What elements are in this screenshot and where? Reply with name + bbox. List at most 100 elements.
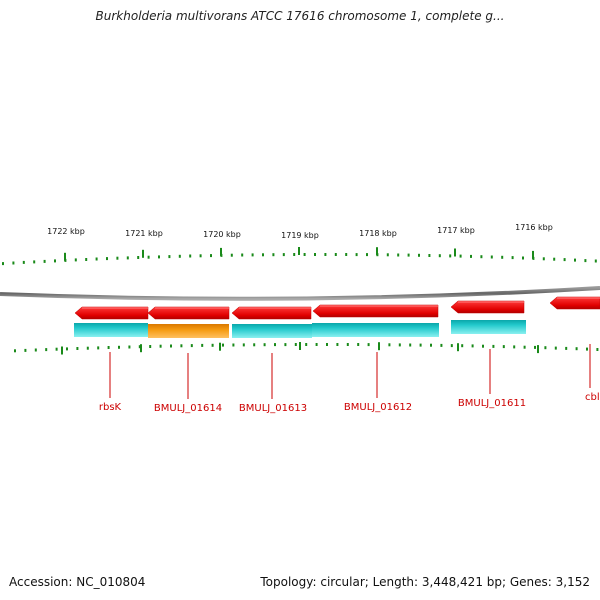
minor-tick (24, 348, 27, 352)
minor-tick (158, 255, 160, 259)
cds-bar[interactable] (232, 324, 312, 338)
minor-tick (294, 343, 297, 346)
gene-label[interactable]: BMULJ_01612 (344, 402, 412, 413)
minor-tick (470, 254, 472, 258)
scale-label: 1716 kbp (515, 223, 553, 232)
minor-tick (12, 261, 15, 265)
minor-tick (116, 256, 119, 260)
minor-tick (85, 258, 88, 261)
minor-tick (74, 258, 77, 262)
minor-tick (522, 256, 524, 260)
gene-arrow[interactable] (147, 306, 230, 320)
major-tick (64, 252, 66, 261)
accession-text: Accession: NC_010804 (9, 575, 146, 589)
minor-tick (201, 343, 204, 347)
gene-label[interactable]: BMULJ_01614 (154, 403, 222, 414)
minor-tick (43, 259, 46, 263)
minor-tick (419, 343, 422, 347)
minor-tick (440, 343, 443, 347)
cds-bar[interactable] (74, 323, 148, 337)
minor-tick (222, 343, 224, 347)
gene-arrow[interactable] (549, 296, 600, 310)
minor-tick (584, 259, 587, 263)
minor-tick (388, 343, 391, 347)
cds-features[interactable] (74, 320, 526, 338)
minor-tick (180, 344, 183, 348)
gene-label[interactable]: BMULJ_01613 (239, 403, 307, 414)
minor-tick (355, 253, 358, 257)
minor-tick (22, 260, 25, 264)
minor-tick (210, 254, 212, 258)
minor-tick (147, 255, 150, 259)
minor-tick (366, 253, 368, 257)
minor-tick (397, 253, 400, 257)
minor-tick (54, 259, 56, 263)
minor-tick (251, 253, 254, 257)
minor-tick (168, 255, 171, 259)
gene-features[interactable] (74, 296, 600, 320)
scale-label: 1719 kbp (281, 231, 319, 240)
minor-tick (253, 343, 256, 347)
gene-arrow[interactable] (450, 300, 525, 314)
minor-tick (492, 344, 495, 348)
genome-stats-text: Topology: circular; Length: 3,448,421 bp… (260, 575, 590, 589)
cds-bar[interactable] (451, 320, 526, 334)
minor-tick (232, 343, 235, 347)
major-tick (140, 344, 142, 353)
minor-tick (596, 348, 599, 351)
minor-tick (534, 345, 536, 349)
minor-tick (357, 343, 360, 346)
minor-tick (386, 253, 389, 257)
minor-tick (66, 347, 68, 351)
minor-tick (542, 257, 545, 261)
minor-tick (159, 344, 162, 348)
minor-tick (428, 254, 431, 257)
minor-tick (502, 345, 505, 349)
minor-tick (324, 253, 327, 256)
minor-tick (336, 343, 339, 346)
minor-tick (118, 345, 120, 349)
minor-tick (490, 255, 493, 259)
minor-tick (263, 343, 266, 347)
major-tick (537, 345, 539, 354)
minor-tick (2, 262, 4, 266)
major-tick (454, 248, 456, 257)
minor-tick (367, 343, 370, 347)
cds-bar[interactable] (312, 323, 439, 337)
minor-tick (314, 253, 316, 256)
minor-tick (346, 343, 349, 346)
minor-tick (190, 344, 193, 348)
minor-tick (430, 343, 432, 347)
cds-bar-highlighted[interactable] (148, 324, 229, 338)
gene-label[interactable]: cbl (585, 392, 600, 403)
scale-labels: 1722 kbp 1721 kbp 1720 kbp 1719 kbp 1718 kbp… (47, 223, 553, 240)
minor-tick (553, 257, 556, 261)
minor-tick (398, 343, 401, 347)
major-tick (142, 249, 144, 258)
scale-label: 1717 kbp (437, 226, 475, 235)
gene-arrow[interactable] (231, 306, 312, 320)
minor-tick (438, 254, 441, 258)
minor-tick (345, 253, 348, 256)
minor-tick (293, 253, 296, 256)
gene-label[interactable]: BMULJ_01611 (458, 398, 526, 409)
scale-label: 1721 kbp (125, 229, 163, 238)
upper-tick-track (2, 247, 597, 266)
major-tick (457, 343, 459, 352)
minor-tick (554, 346, 557, 350)
gene-arrow[interactable] (74, 306, 149, 320)
minor-tick (107, 346, 110, 349)
gene-label[interactable]: rbsK (99, 402, 122, 413)
minor-tick (199, 254, 202, 258)
minor-tick (149, 345, 152, 348)
minor-tick (511, 256, 514, 260)
gene-labels[interactable]: rbsK BMULJ_01614 BMULJ_01613 BMULJ_01612 BMU… (99, 392, 600, 414)
minor-tick (97, 346, 100, 350)
minor-tick (170, 344, 172, 348)
minor-tick (137, 256, 140, 259)
gene-arrow[interactable] (312, 304, 439, 318)
minor-tick (575, 347, 578, 351)
minor-tick (86, 346, 89, 350)
minor-tick (501, 255, 504, 259)
